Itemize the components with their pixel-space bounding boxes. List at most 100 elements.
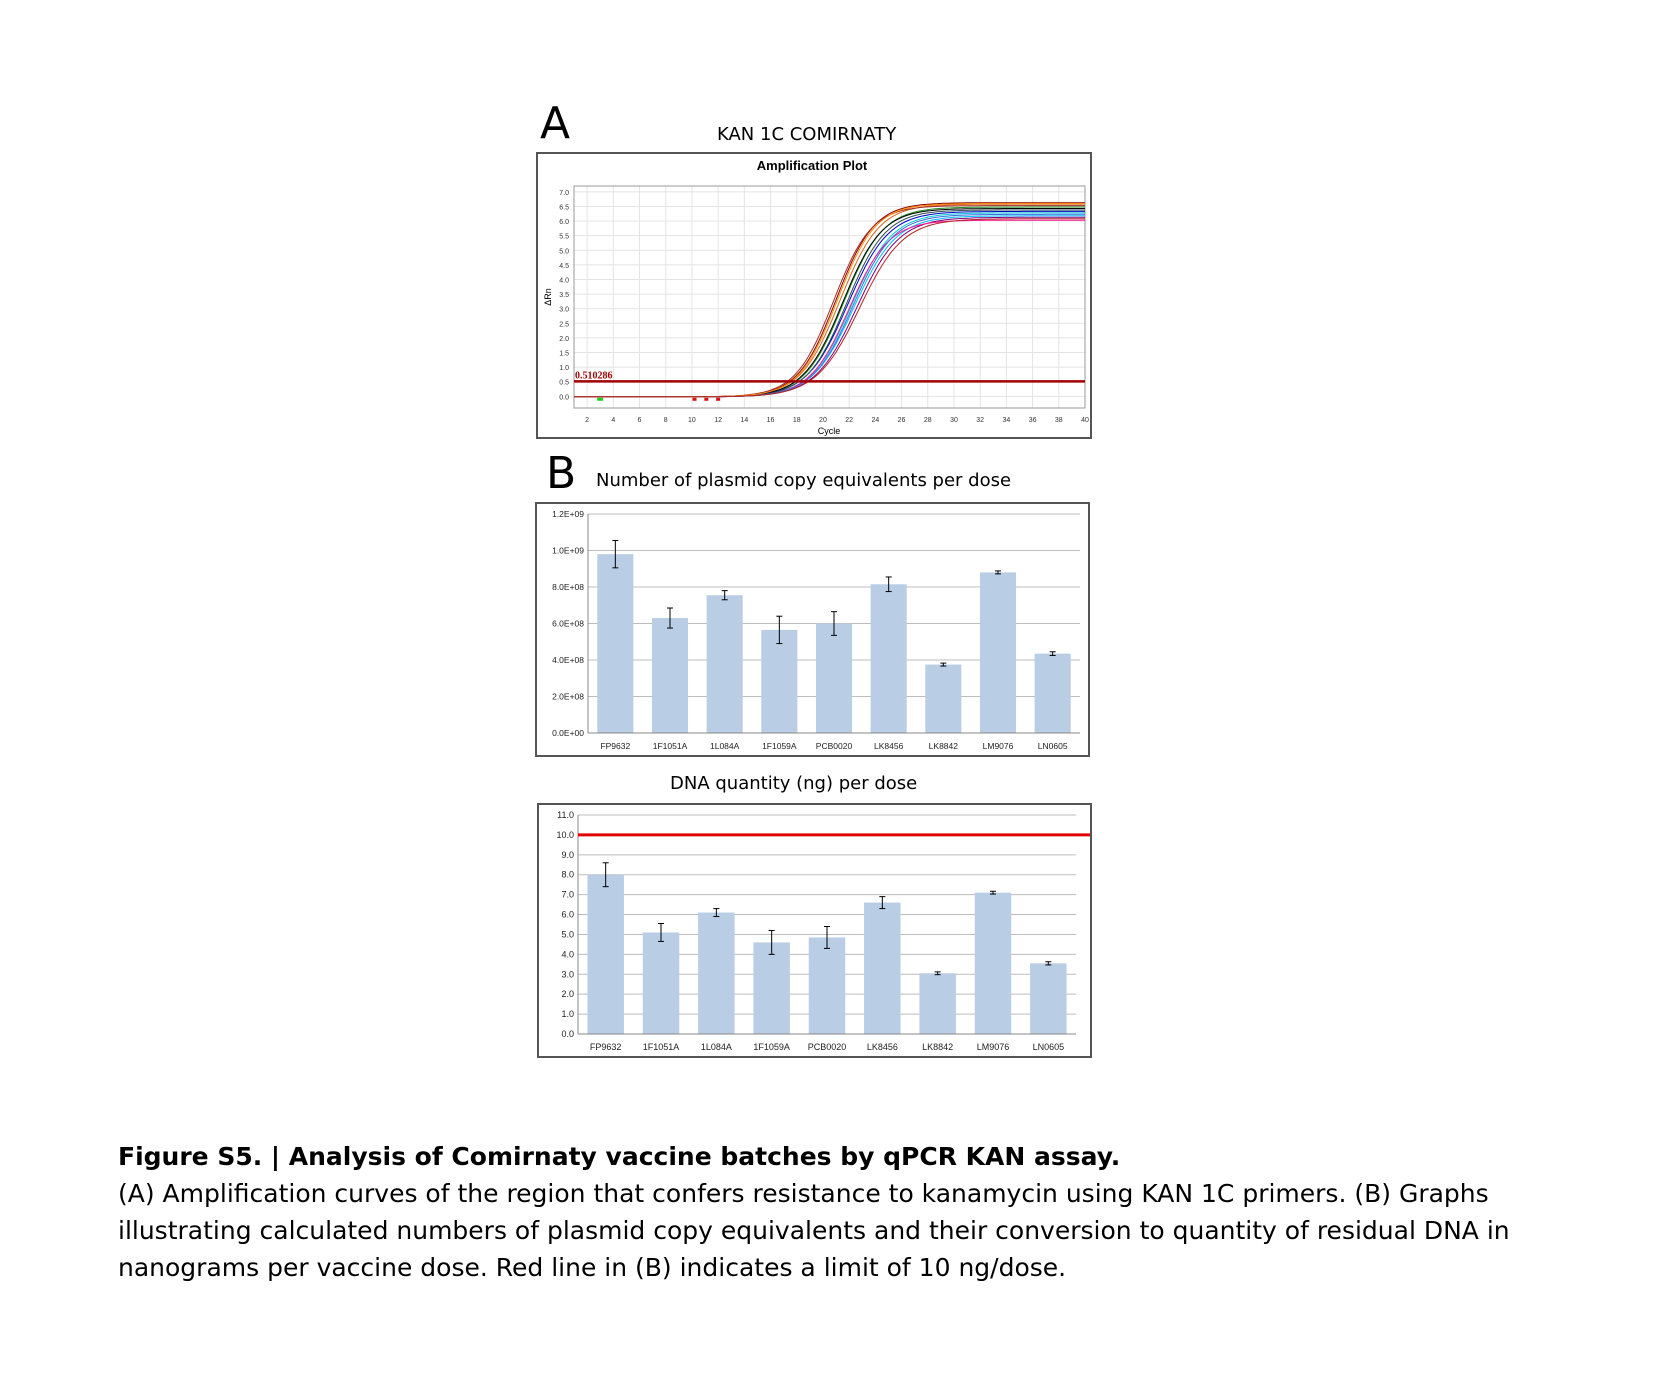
dna-chart-y-tick-label: 11.0 [557,810,574,820]
y-tick-label: 5.0 [559,248,569,255]
x-tick-label: 24 [871,417,879,424]
x-tick-label: 30 [950,417,958,424]
copy-chart-bar [761,629,798,733]
copy-chart-category-label: LM9076 [983,741,1014,751]
y-tick-label: 7.0 [559,190,569,197]
dna-chart-y-tick-label: 8.0 [561,870,574,880]
y-tick-label: 6.5 [559,204,569,211]
panel-b-letter: B [546,448,577,499]
x-tick-label: 28 [924,417,932,424]
baseline-marker [597,397,604,401]
copy-chart-category-label: 1L084A [710,741,740,751]
x-tick-label: 12 [714,417,722,424]
x-tick-label: 36 [1029,417,1037,424]
x-tick-label: 22 [845,417,853,424]
amplification-curve [574,203,1085,398]
copy-chart-category-label: 1F1059A [762,741,797,751]
x-tick-label: 16 [767,417,775,424]
dna-chart-category-label: 1F1059A [753,1042,790,1052]
dna-chart-bar [698,912,735,1034]
amplification-curve [574,209,1085,398]
x-tick-label: 10 [688,417,696,424]
amplification-curve [574,208,1085,398]
figure-caption: Figure S5. | Analysis of Comirnaty vacci… [118,1138,1578,1286]
copy-chart-y-tick-label: 4.0E+08 [552,655,584,665]
amplification-plot-frame [536,152,1092,439]
plot-area [573,185,1086,409]
amplification-plot-title: Amplification Plot [757,158,868,173]
dna-chart-bar [753,942,790,1034]
copy-chart-category-label: LK8842 [929,741,959,751]
baseline-marker [704,397,709,401]
dna-chart-y-tick-label: 4.0 [561,949,574,959]
amplification-curve [574,202,1085,398]
amplification-curve [574,218,1085,398]
x-axis-label: Cycle [818,426,841,436]
copy-chart-bar [597,554,634,733]
dna-chart-bar [1030,963,1067,1034]
y-tick-label: 3.5 [559,292,569,299]
amplification-curve [574,213,1085,398]
dna-chart-bar [587,874,624,1034]
copy-chart-category-label: 1F1051A [653,741,688,751]
x-tick-label: 38 [1055,417,1063,424]
copy-chart-y-tick-label: 0.0E+00 [552,728,584,738]
dna-chart-y-tick-label: 5.0 [561,929,574,939]
x-tick-label: 2 [585,417,589,424]
panel-b-title: Number of plasmid copy equivalents per d… [596,470,1012,491]
dna-chart-category-label: 1F1051A [643,1042,680,1052]
dna-chart-bar [919,973,956,1034]
copy-chart-bar [925,664,962,733]
x-tick-label: 14 [740,417,748,424]
copy-chart-y-tick-label: 1.2E+09 [552,509,584,519]
copy-chart-bar [979,572,1017,733]
y-tick-label: 6.0 [559,219,569,226]
copy-chart-y-tick-label: 6.0E+08 [552,619,584,629]
y-tick-label: 2.0 [559,336,569,343]
dna-chart-y-tick-label: 7.0 [561,890,574,900]
x-tick-label: 18 [793,417,801,424]
y-tick-label: 2.5 [559,321,569,328]
copy-chart-category-label: LK8456 [874,741,904,751]
y-tick-label: 3.0 [559,307,569,314]
copy-chart-bar [1034,653,1071,733]
caption-title: Figure S5. | Analysis of Comirnaty vacci… [118,1142,1121,1171]
dna-chart-y-tick-label: 2.0 [561,989,574,999]
dna-chart-y-tick-label: 3.0 [561,969,574,979]
dna-chart-category-label: FP9632 [590,1042,622,1052]
y-tick-label: 0.0 [559,394,569,401]
copy-chart-bar [706,595,743,733]
copy-chart-category-label: PCB0020 [816,741,853,751]
x-tick-label: 26 [898,417,906,424]
dna-chart-y-tick-label: 9.0 [561,850,574,860]
copy-chart-bar [651,618,689,733]
copy-chart-category-label: LN0605 [1038,741,1068,751]
dna-chart-category-label: LK8842 [922,1042,953,1052]
dna-chart-y-tick-label: 10.0 [556,830,574,840]
x-tick-label: 20 [819,417,827,424]
dna-chart-y-tick-label: 6.0 [561,910,574,920]
y-tick-label: 4.0 [559,277,569,284]
dna-chart-category-label: LK8456 [867,1042,898,1052]
amplification-curve [574,215,1085,398]
x-tick-label: 32 [976,417,984,424]
dna-chart-category-label: 1L084A [701,1042,732,1052]
dna-chart-category-label: LN0605 [1033,1042,1065,1052]
x-tick-label: 4 [611,417,615,424]
y-tick-label: 5.5 [559,234,569,241]
panel-a-letter: A [540,98,571,149]
caption-body: (A) Amplification curves of the region t… [118,1179,1510,1282]
copy-chart-y-tick-label: 2.0E+08 [552,692,584,702]
x-tick-label: 6 [638,417,642,424]
amplification-curve [574,205,1085,398]
amplification-curve [574,210,1085,398]
dna-chart-bar [974,892,1012,1034]
dna-chart-bar [864,902,901,1034]
panel-c-title: DNA quantity (ng) per dose [670,773,918,794]
dna-chart-category-label: PCB0020 [808,1042,847,1052]
panel-a-title: KAN 1C COMIRNATY [717,124,897,145]
x-tick-label: 34 [1002,417,1010,424]
baseline-marker [716,397,721,401]
x-tick-label: 40 [1081,417,1089,424]
